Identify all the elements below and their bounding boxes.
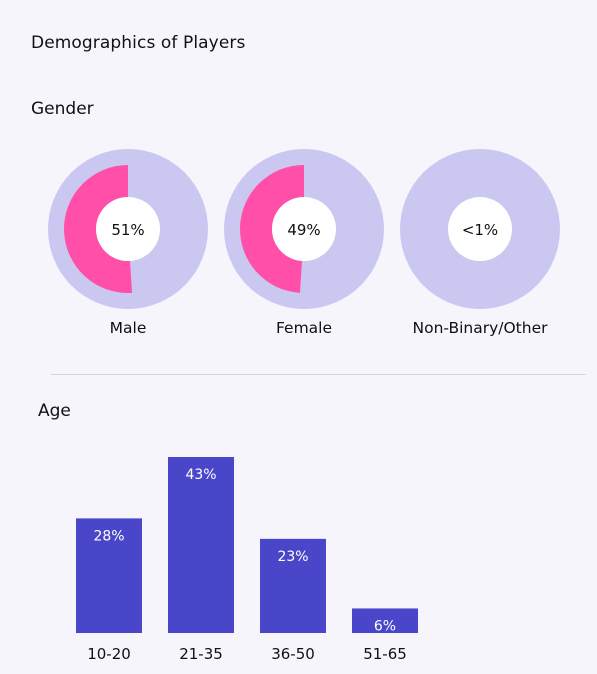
donut-hole bbox=[96, 197, 160, 261]
bar-category-label: 51-65 bbox=[363, 645, 407, 663]
gender-section-title: Gender bbox=[31, 99, 94, 119]
age-bar-chart: 28% 10-20 43% 21-35 23% 36-50 6% 51-65 bbox=[76, 457, 418, 663]
donut-value-female: 49% bbox=[287, 221, 320, 239]
bar-category-label: 21-35 bbox=[179, 645, 223, 663]
page-title: Demographics of Players bbox=[31, 33, 246, 53]
donut-chart-female: 49% bbox=[224, 149, 384, 309]
donut-chart-male: 51% bbox=[48, 149, 208, 309]
bar-36-50 bbox=[260, 538, 326, 633]
donut-label-other: Non-Binary/Other bbox=[412, 319, 548, 337]
age-section-title: Age bbox=[38, 401, 71, 421]
donut-value-other: <1% bbox=[462, 221, 498, 239]
donut-label-male: Male bbox=[109, 319, 147, 337]
section-divider bbox=[51, 374, 586, 375]
donut-hole bbox=[272, 197, 336, 261]
donut-value-male: 51% bbox=[111, 221, 144, 239]
donut-hole bbox=[448, 197, 512, 261]
bar-value-label: 6% bbox=[374, 618, 396, 634]
donut-arc-female bbox=[239, 165, 304, 293]
bar-category-label: 36-50 bbox=[271, 645, 315, 663]
donut-chart-other: <1% bbox=[400, 149, 560, 309]
donut-female: 49% Female bbox=[224, 149, 384, 337]
bar-value-label: 23% bbox=[277, 549, 308, 565]
bar-21-35 bbox=[168, 457, 234, 633]
bar-value-label: 28% bbox=[93, 528, 124, 544]
bar-51-65 bbox=[352, 608, 418, 633]
bar-10-20 bbox=[76, 518, 142, 633]
donut-other: <1% Non-Binary/Other bbox=[400, 149, 560, 337]
donut-label-female: Female bbox=[275, 319, 333, 337]
bar-category-label: 10-20 bbox=[87, 645, 131, 663]
donut-male: 51% Male bbox=[48, 149, 208, 337]
donut-arc-male bbox=[64, 165, 133, 293]
bar-value-label: 43% bbox=[185, 467, 216, 483]
